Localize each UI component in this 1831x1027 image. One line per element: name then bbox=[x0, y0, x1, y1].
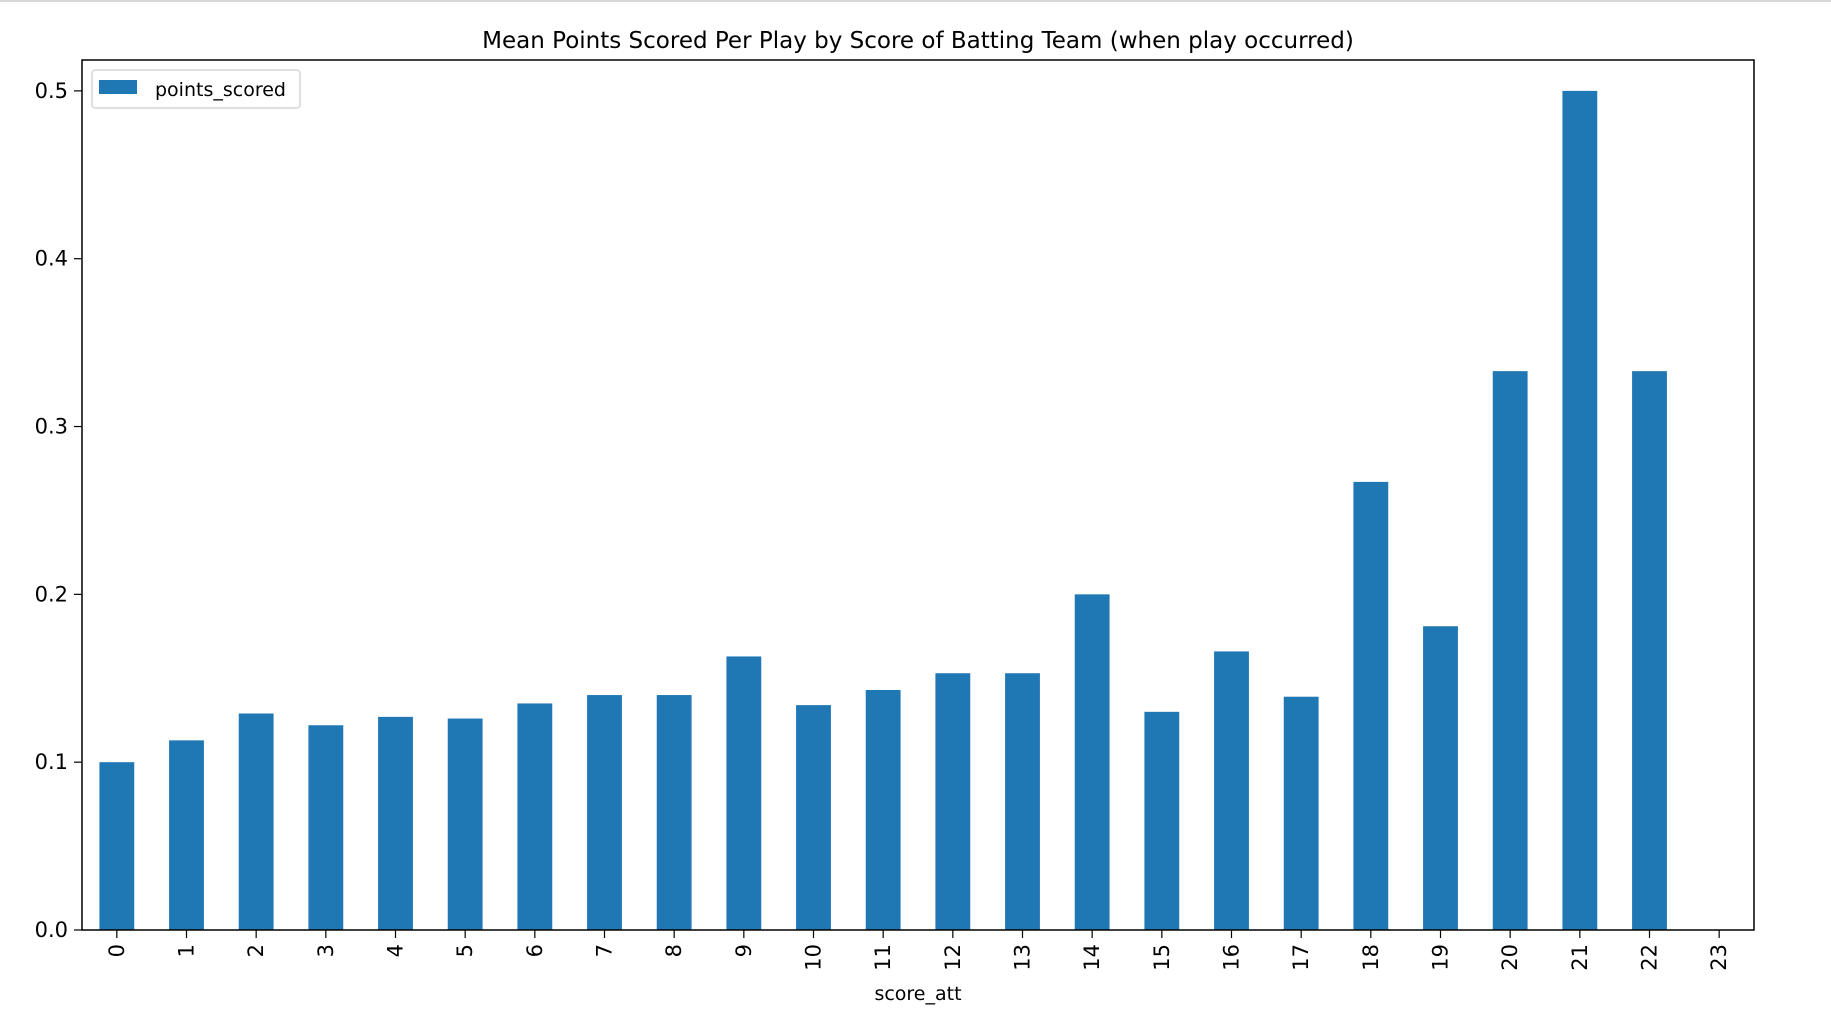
x-axis: 0 1 2 3 4 5 6 7 8 9 10 11 12 13 14 15 16 17 18 19 20 21 22 23 bbox=[105, 930, 1731, 971]
bar-3 bbox=[308, 725, 344, 930]
bar-2 bbox=[238, 713, 274, 930]
x-tick-label-8: 8 bbox=[662, 944, 686, 957]
x-tick-label-9: 9 bbox=[732, 944, 756, 957]
bar-7 bbox=[587, 695, 622, 930]
y-tick-label-0.0: 0.0 bbox=[35, 918, 68, 942]
x-tick-label-7: 7 bbox=[593, 944, 617, 957]
bar-0 bbox=[99, 762, 135, 930]
x-tick-label-0: 0 bbox=[105, 944, 129, 957]
x-tick-label-20: 20 bbox=[1498, 944, 1522, 971]
legend-swatch bbox=[99, 80, 137, 94]
y-tick-label-0.4: 0.4 bbox=[35, 247, 68, 271]
y-tick-label-0.5: 0.5 bbox=[35, 79, 68, 103]
bars-group bbox=[99, 90, 1667, 930]
y-tick-label-0.3: 0.3 bbox=[35, 415, 68, 439]
x-tick-label-17: 17 bbox=[1289, 944, 1313, 971]
bar-10 bbox=[796, 705, 831, 930]
x-tick-label-18: 18 bbox=[1359, 944, 1383, 971]
bar-12 bbox=[935, 673, 971, 930]
bar-5 bbox=[447, 718, 483, 930]
legend-label: points_scored bbox=[155, 79, 286, 101]
bar-18 bbox=[1353, 481, 1389, 930]
plot-frame bbox=[81, 59, 1755, 931]
x-tick-label-6: 6 bbox=[523, 944, 547, 957]
bar-14 bbox=[1074, 594, 1110, 930]
x-tick-label-11: 11 bbox=[871, 944, 895, 971]
bar-21 bbox=[1562, 90, 1598, 930]
x-tick-label-15: 15 bbox=[1150, 944, 1174, 971]
x-tick-label-10: 10 bbox=[802, 944, 826, 971]
bar-9 bbox=[726, 656, 762, 930]
x-tick-label-23: 23 bbox=[1707, 944, 1731, 971]
bar-8 bbox=[656, 695, 692, 930]
x-tick-label-22: 22 bbox=[1638, 944, 1662, 971]
bar-11 bbox=[865, 690, 901, 930]
x-tick-label-13: 13 bbox=[1011, 944, 1035, 971]
x-tick-label-3: 3 bbox=[314, 944, 338, 957]
legend-box bbox=[91, 69, 301, 109]
y-axis: 0.0 0.1 0.2 0.3 0.4 0.5 bbox=[35, 79, 82, 942]
bar-16 bbox=[1214, 651, 1249, 930]
x-tick-label-19: 19 bbox=[1429, 944, 1453, 971]
y-tick-label-0.1: 0.1 bbox=[35, 750, 68, 774]
x-tick-label-21: 21 bbox=[1568, 944, 1592, 971]
bar-6 bbox=[517, 703, 553, 930]
bar-4 bbox=[378, 716, 413, 930]
x-axis-label: score_att bbox=[874, 983, 961, 1005]
x-tick-label-5: 5 bbox=[453, 944, 477, 957]
bar-13 bbox=[1005, 673, 1040, 930]
y-tick-label-0.2: 0.2 bbox=[35, 582, 68, 606]
x-tick-label-14: 14 bbox=[1080, 944, 1104, 971]
bar-17 bbox=[1283, 696, 1319, 930]
bar-20 bbox=[1492, 371, 1528, 930]
x-tick-label-16: 16 bbox=[1220, 944, 1244, 971]
x-tick-label-1: 1 bbox=[175, 944, 199, 957]
x-tick-label-12: 12 bbox=[941, 944, 965, 971]
chart-title: Mean Points Scored Per Play by Score of … bbox=[482, 28, 1354, 54]
x-tick-label-4: 4 bbox=[384, 944, 408, 957]
bar-22 bbox=[1632, 371, 1667, 930]
x-tick-label-2: 2 bbox=[244, 944, 268, 957]
legend: points_scored bbox=[91, 69, 301, 109]
bar-15 bbox=[1144, 711, 1180, 930]
bar-1 bbox=[169, 740, 204, 930]
bar-19 bbox=[1423, 626, 1458, 930]
